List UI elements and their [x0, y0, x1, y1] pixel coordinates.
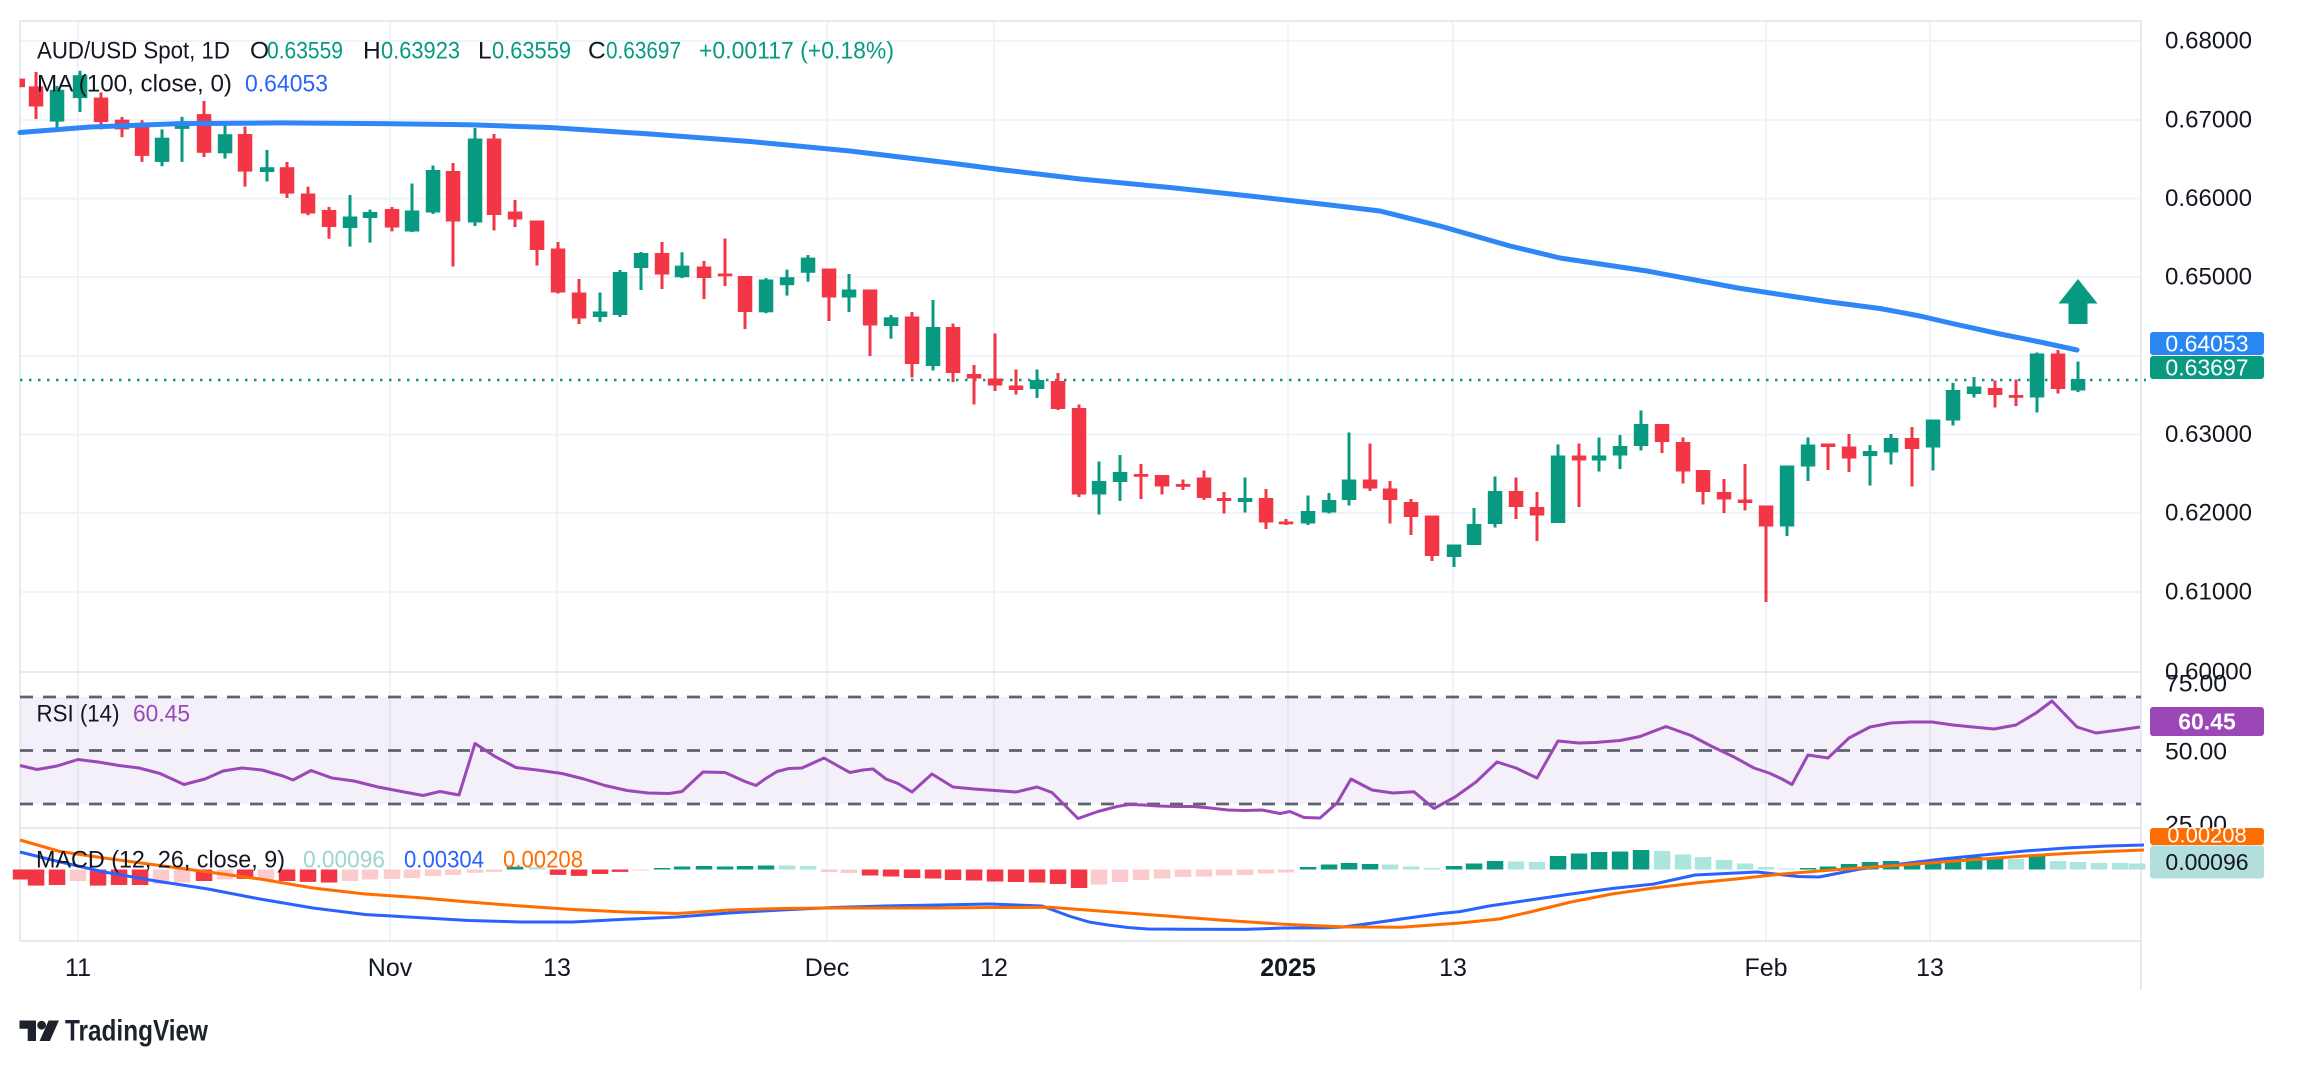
svg-text:0.62000: 0.62000	[2165, 500, 2252, 527]
svg-text:RSI (14): RSI (14)	[37, 701, 120, 728]
svg-text:0.66000: 0.66000	[2165, 185, 2252, 212]
svg-text:12: 12	[980, 954, 1008, 982]
svg-text:MACD (12, 26, close, 9): MACD (12, 26, close, 9)	[36, 847, 285, 874]
svg-text:Nov: Nov	[368, 954, 413, 982]
svg-text:C: C	[588, 38, 606, 65]
svg-text:0.00208: 0.00208	[503, 847, 583, 874]
svg-text:2025: 2025	[1260, 954, 1316, 982]
svg-text:AUD/USD Spot, 1D: AUD/USD Spot, 1D	[37, 38, 230, 65]
svg-text:0.00096: 0.00096	[2165, 849, 2248, 875]
svg-text:Dec: Dec	[805, 954, 849, 982]
svg-text:0.63559: 0.63559	[492, 38, 571, 65]
svg-text:TradingView: TradingView	[65, 1015, 209, 1048]
svg-text:0.63697: 0.63697	[2165, 355, 2248, 381]
svg-text:0.63923: 0.63923	[381, 38, 460, 65]
svg-text:60.45: 60.45	[2178, 709, 2236, 735]
svg-text:0.68000: 0.68000	[2165, 28, 2252, 55]
svg-text:13: 13	[543, 954, 571, 982]
svg-text:0.00208: 0.00208	[2167, 823, 2247, 848]
svg-text:13: 13	[1916, 954, 1944, 982]
svg-text:0.64053: 0.64053	[2165, 331, 2248, 357]
svg-text:0.64053: 0.64053	[245, 71, 328, 98]
svg-text:50.00: 50.00	[2165, 739, 2227, 766]
svg-text:Feb: Feb	[1744, 954, 1787, 982]
svg-text:0.61000: 0.61000	[2165, 579, 2252, 606]
svg-text:13: 13	[1439, 954, 1467, 982]
svg-text:+0.00117 (+0.18%): +0.00117 (+0.18%)	[699, 38, 894, 65]
svg-text:0.65000: 0.65000	[2165, 264, 2252, 291]
svg-text:0.00096: 0.00096	[303, 847, 385, 874]
svg-text:0.63697: 0.63697	[606, 38, 681, 65]
svg-text:75.00: 75.00	[2165, 671, 2227, 698]
svg-text:11: 11	[65, 954, 91, 982]
svg-text:60.45: 60.45	[133, 701, 190, 728]
svg-text:H: H	[363, 38, 381, 65]
svg-text:0.63559: 0.63559	[267, 38, 343, 65]
svg-text:L: L	[478, 38, 492, 65]
svg-text:0.60000: 0.60000	[2165, 659, 2252, 686]
svg-text:0.67000: 0.67000	[2165, 107, 2252, 134]
svg-text:MA (100, close, 0): MA (100, close, 0)	[37, 71, 232, 98]
svg-text:0.00304: 0.00304	[404, 847, 484, 874]
svg-text:0.63000: 0.63000	[2165, 421, 2252, 448]
svg-text:O: O	[250, 38, 269, 65]
